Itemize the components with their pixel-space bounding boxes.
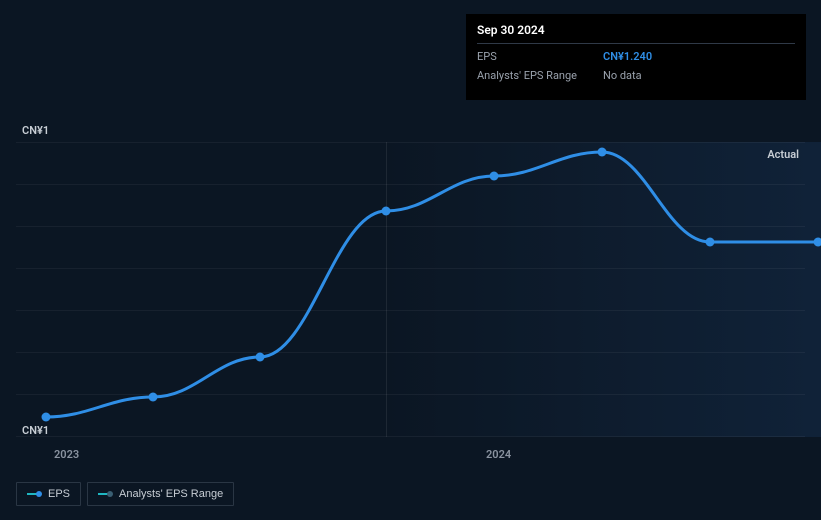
tooltip-value: No data [603, 67, 642, 86]
tooltip-date: Sep 30 2024 [477, 23, 795, 44]
tooltip-value: CN¥1.240 [603, 48, 652, 67]
legend: EPS Analysts' EPS Range [16, 482, 234, 506]
tooltip-row-analysts-range: Analysts' EPS Range No data [477, 67, 795, 86]
tooltip-key: EPS [477, 48, 589, 67]
legend-swatch-icon [98, 491, 113, 497]
tooltip-key: Analysts' EPS Range [477, 67, 589, 86]
chart-tooltip: Sep 30 2024 EPS CN¥1.240 Analysts' EPS R… [466, 14, 806, 100]
legend-item-analysts-range[interactable]: Analysts' EPS Range [87, 482, 234, 506]
legend-item-eps[interactable]: EPS [16, 482, 81, 506]
tooltip-row-eps: EPS CN¥1.240 [477, 48, 795, 67]
legend-swatch-icon [27, 491, 42, 497]
legend-label: Analysts' EPS Range [119, 488, 223, 500]
legend-label: EPS [48, 488, 70, 500]
